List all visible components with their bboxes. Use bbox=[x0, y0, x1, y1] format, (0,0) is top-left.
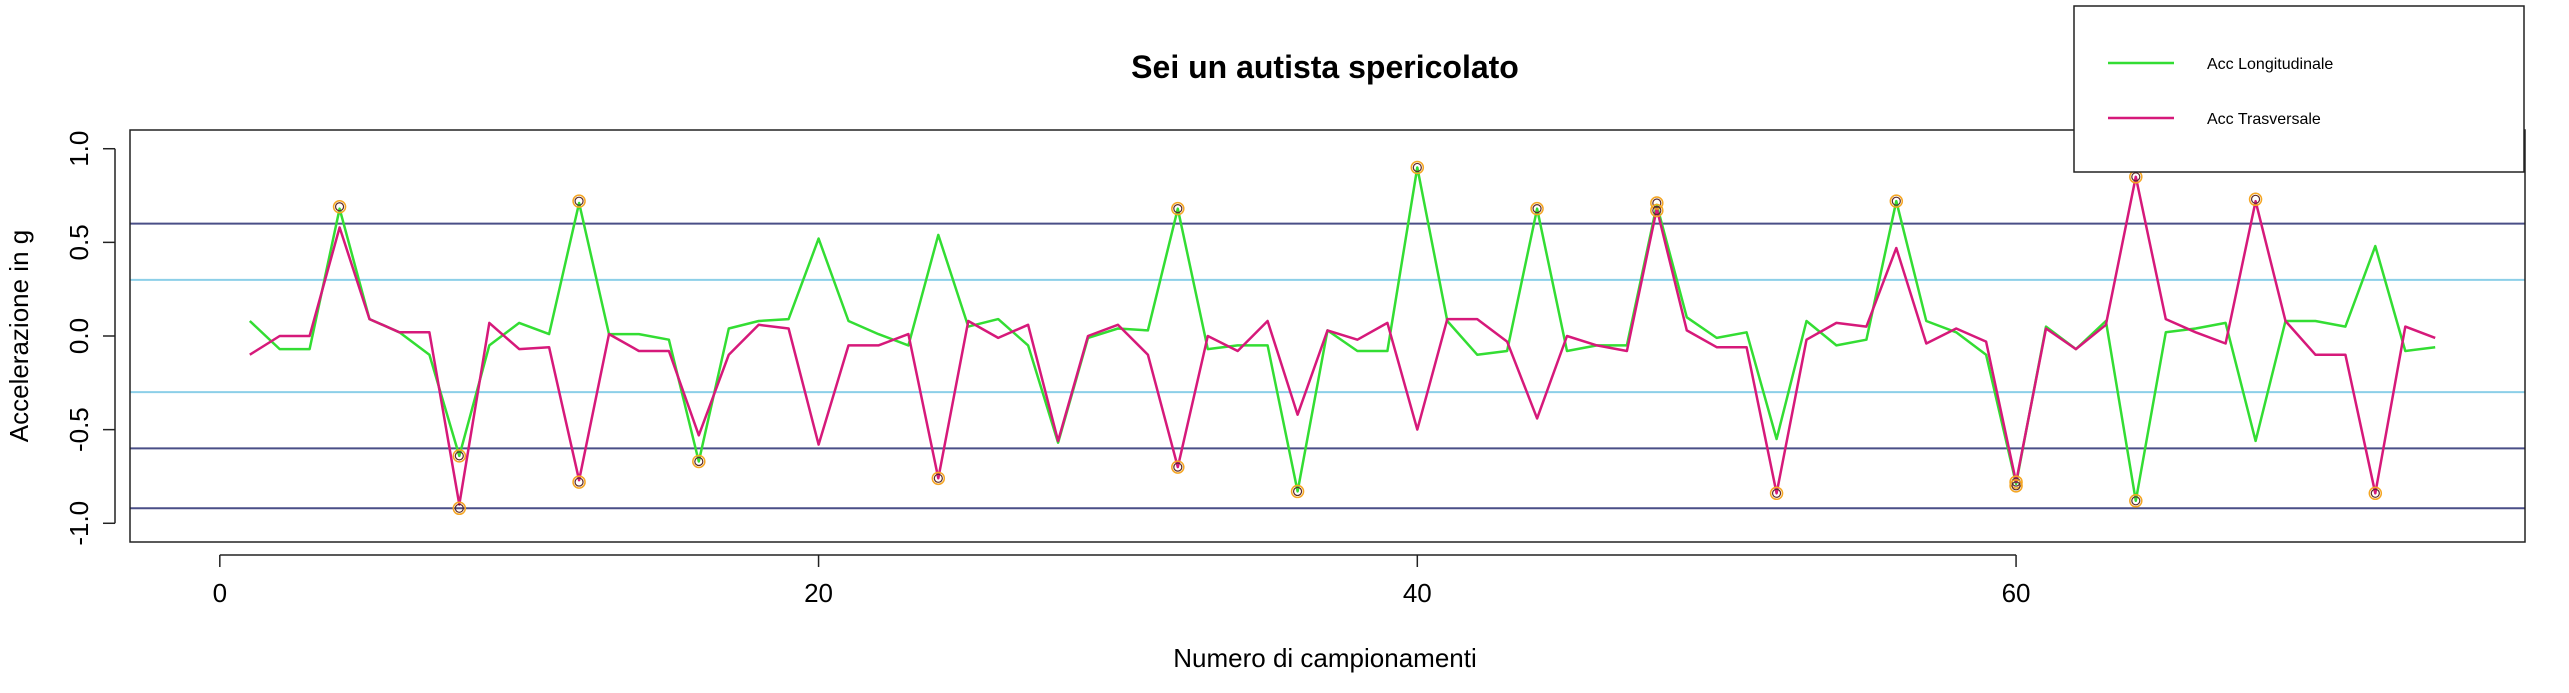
highlight-marker-core-18 bbox=[2131, 172, 2141, 182]
highlight-marker-core-1 bbox=[454, 451, 464, 461]
highlight-marker-core-21 bbox=[2370, 488, 2380, 498]
highlight-marker-11 bbox=[1530, 201, 1544, 216]
highlight-marker-core-9 bbox=[1292, 486, 1303, 497]
highlight-marker-16 bbox=[2009, 475, 2023, 489]
legend-label-trasversale: Acc Trasversale bbox=[2207, 111, 2321, 128]
y-tick-label-0: -1.0 bbox=[64, 501, 94, 546]
highlight-marker-core-20 bbox=[2250, 194, 2261, 204]
highlight-marker-8 bbox=[1171, 460, 1185, 474]
highlight-marker-core-14 bbox=[1771, 488, 1782, 498]
series-lines bbox=[248, 166, 2436, 506]
highlight-marker-9 bbox=[1290, 484, 1305, 499]
highlight-marker-17 bbox=[2009, 479, 2023, 493]
highlight-marker-core-13 bbox=[1652, 205, 1662, 216]
highlight-marker-core-7 bbox=[1173, 204, 1183, 214]
highlight-marker-core-3 bbox=[574, 196, 584, 206]
highlight-marker-12 bbox=[1650, 196, 1664, 210]
y-tick-label-2: 0.0 bbox=[64, 318, 94, 354]
highlight-marker-14 bbox=[1769, 486, 1784, 501]
highlight-markers bbox=[332, 160, 2383, 516]
x-axis-label: Numero di campionamenti bbox=[1173, 643, 1476, 673]
highlight-marker-1 bbox=[452, 449, 467, 463]
legend: Acc Longitudinale Acc Trasversale bbox=[2073, 5, 2525, 173]
x-tick-label-3: 60 bbox=[2002, 578, 2031, 608]
highlight-marker-core-4 bbox=[574, 477, 584, 487]
threshold-lines bbox=[130, 222, 2525, 510]
highlight-marker-3 bbox=[572, 194, 586, 208]
x-tick-label-1: 20 bbox=[804, 578, 833, 608]
highlight-marker-core-8 bbox=[1173, 462, 1183, 472]
y-tick-label-1: -0.5 bbox=[64, 407, 94, 452]
series-line-1 bbox=[249, 175, 2436, 506]
x-axis: 0 20 40 60 bbox=[213, 554, 2031, 608]
chart-title: Sei un autista spericolato bbox=[1131, 49, 1519, 85]
highlight-marker-2 bbox=[452, 501, 467, 516]
y-axis: -1.0 -0.5 0.0 0.5 1.0 bbox=[64, 131, 116, 546]
x-tick-label-2: 40 bbox=[1403, 578, 1432, 608]
y-tick-label-4: 1.0 bbox=[64, 131, 94, 167]
y-tick-label-3: 0.5 bbox=[64, 224, 94, 260]
highlight-marker-6 bbox=[931, 471, 946, 486]
highlight-marker-core-11 bbox=[1532, 204, 1542, 214]
highlight-marker-core-10 bbox=[1412, 162, 1422, 173]
highlight-marker-13 bbox=[1650, 203, 1664, 218]
highlight-marker-20 bbox=[2248, 192, 2263, 207]
legend-box bbox=[2073, 5, 2525, 173]
highlight-marker-core-15 bbox=[1891, 196, 1901, 206]
highlight-marker-core-19 bbox=[2131, 496, 2141, 506]
highlight-marker-15 bbox=[1889, 194, 1904, 208]
highlight-marker-core-6 bbox=[933, 473, 943, 483]
highlight-marker-4 bbox=[572, 475, 586, 489]
y-axis-label: Accelerazione in g bbox=[4, 230, 34, 442]
highlight-marker-5 bbox=[692, 454, 706, 469]
highlight-marker-core-5 bbox=[694, 456, 704, 467]
x-tick-label-0: 0 bbox=[213, 578, 227, 608]
highlight-marker-7 bbox=[1171, 201, 1185, 216]
highlight-marker-19 bbox=[2129, 494, 2143, 508]
legend-label-longitudinale: Acc Longitudinale bbox=[2207, 56, 2333, 73]
highlight-marker-core-0 bbox=[334, 202, 345, 212]
highlight-marker-0 bbox=[332, 200, 347, 214]
highlight-marker-21 bbox=[2368, 486, 2383, 501]
highlight-marker-core-2 bbox=[454, 503, 464, 513]
highlight-marker-10 bbox=[1410, 160, 1425, 175]
plot-frame bbox=[129, 129, 2526, 543]
highlight-marker-core-17 bbox=[2011, 481, 2021, 491]
